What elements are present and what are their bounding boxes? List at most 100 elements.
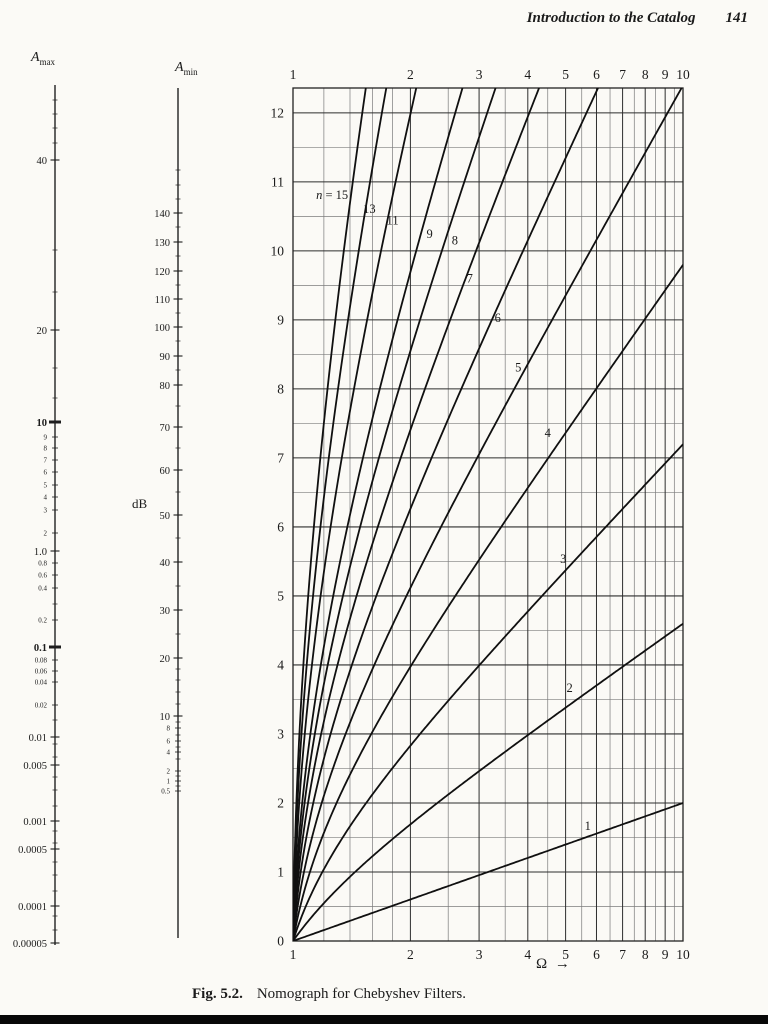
y-axis-tick-label: 11 [271, 174, 284, 189]
amax-tick-label: 2 [44, 530, 48, 538]
x-axis-tick-label-top: 8 [642, 67, 649, 82]
amin-tick-label: 40 [160, 558, 171, 569]
amax-tick-label: 0.02 [35, 702, 48, 710]
amax-tick-label: 0.001 [23, 817, 47, 828]
plot-border [292, 87, 684, 942]
amin-tick-label: 50 [160, 511, 171, 522]
amin-tick-label: 20 [160, 654, 171, 665]
amin-tick-label: 80 [160, 381, 171, 392]
amin-tick-label: 90 [160, 352, 171, 363]
amax-tick-label: 6 [44, 469, 48, 477]
db-unit-label: dB [132, 496, 148, 511]
curve-n-9 [293, 88, 464, 941]
amin-tick-label: 0.5 [161, 788, 170, 796]
curve-n-7 [293, 88, 541, 941]
amin-tick-label: 30 [160, 606, 171, 617]
y-axis-tick-label: 4 [277, 657, 284, 672]
amin-tick-label: 140 [154, 209, 170, 220]
amin-tick-label: 6 [167, 738, 171, 746]
amax-title-letter: A [31, 50, 40, 65]
amax-tick-label: 0.005 [23, 761, 47, 772]
x-axis-tick-label-top: 10 [676, 67, 690, 82]
page-header: Introduction to the Catalog 141 [527, 10, 748, 27]
y-axis-tick-label: 3 [277, 726, 284, 741]
amin-tick-label: 70 [160, 423, 171, 434]
y-axis-tick-label: 1 [277, 864, 284, 879]
amax-tick-label: 0.8 [38, 560, 47, 568]
amax-tick-label: 20 [37, 326, 48, 337]
amax-tick-label: 0.08 [35, 657, 48, 665]
scan-edge-bar [0, 1015, 768, 1024]
curve-label: 8 [452, 234, 458, 248]
curve-n-2 [293, 622, 683, 941]
x-axis-tick-label-top: 7 [619, 67, 626, 82]
x-axis-tick-label-bottom: 4 [524, 947, 531, 962]
curves-group [293, 88, 683, 941]
y-axis-tick-label: 12 [271, 105, 285, 120]
amin-title-letter: A [175, 60, 184, 75]
amax-tick-label: 0.0005 [18, 845, 47, 856]
amax-tick-label: 0.01 [29, 733, 47, 744]
amax-tick-label: 0.1 [34, 643, 47, 654]
amin-tick-label: 130 [154, 238, 170, 249]
x-axis-tick-label-bottom: 1 [290, 947, 297, 962]
amax-tick-label: 8 [44, 445, 48, 453]
y-axis-tick-label: 5 [277, 588, 284, 603]
x-axis-tick-label-top: 9 [662, 67, 669, 82]
curve-n-3 [293, 443, 683, 941]
y-axis-tick-label: 0 [277, 934, 284, 949]
curve-label: 4 [545, 426, 552, 440]
amax-title-subscript: max [39, 56, 56, 67]
curve-n-13 [293, 88, 388, 941]
curve-n-11 [293, 88, 418, 941]
amax-tick-label: 0.6 [38, 572, 47, 580]
amax-tick-label: 3 [44, 507, 48, 515]
figure-caption: Fig. 5.2. Nomograph for Chebyshev Filters… [192, 986, 466, 1003]
x-axis-tick-label-bottom: 10 [676, 947, 690, 962]
curve-n-15 [293, 88, 367, 941]
y-axis-tick-label: 2 [277, 795, 284, 810]
x-axis-tick-label-bottom: 6 [593, 947, 600, 962]
x-axis-tick-label-bottom: 3 [476, 947, 483, 962]
amin-tick-label: 1 [167, 778, 171, 786]
amax-scale-title: Amax [31, 50, 55, 67]
curve-label: 1 [585, 819, 591, 833]
figure-caption-text: Nomograph for Chebyshev Filters. [256, 986, 466, 1002]
amin-tick-label: 120 [154, 267, 170, 278]
x-axis-tick-label-bottom: 9 [662, 947, 669, 962]
amin-tick-label: 4 [167, 749, 171, 757]
x-axis-tick-label-top: 1 [290, 67, 297, 82]
x-axis-tick-label-bottom: 7 [619, 947, 626, 962]
y-axis-tick-label: 6 [277, 519, 284, 534]
x-axis-tick-label-top: 3 [476, 67, 483, 82]
curve-label: 7 [467, 272, 473, 286]
figure-caption-number: Fig. 5.2. [192, 986, 243, 1002]
curve-label: 5 [515, 361, 521, 375]
amin-tick-label: 100 [154, 323, 170, 334]
amax-tick-label: 1.0 [34, 547, 47, 558]
page-number: 141 [725, 10, 749, 26]
y-axis-tick-label: 7 [277, 450, 284, 465]
running-head: Introduction to the Catalog [526, 10, 696, 26]
amax-tick-label: 7 [44, 457, 48, 465]
amax-tick-label: 5 [44, 482, 48, 490]
amin-title-subscript: min [183, 66, 198, 77]
x-axis-tick-label-top: 2 [407, 67, 414, 82]
amax-tick-label: 0.4 [38, 585, 47, 593]
amin-tick-label: 2 [167, 768, 171, 776]
amin-tick-label: 60 [160, 466, 171, 477]
y-axis-tick-label: 9 [277, 312, 284, 327]
amax-tick-label: 0.04 [35, 679, 48, 687]
amax-tick-label: 4 [44, 494, 48, 502]
amax-tick-label: 10 [37, 418, 48, 429]
x-axis-label: Ω → [536, 956, 572, 972]
amax-tick-label: 0.00005 [13, 939, 47, 950]
amax-tick-label: 40 [37, 156, 48, 167]
curve-n-5 [293, 88, 683, 941]
curve-label: 2 [566, 681, 572, 695]
x-axis-tick-label-top: 5 [562, 67, 569, 82]
y-axis-tick-label: 8 [277, 381, 284, 396]
curve-n-1 [293, 802, 683, 941]
